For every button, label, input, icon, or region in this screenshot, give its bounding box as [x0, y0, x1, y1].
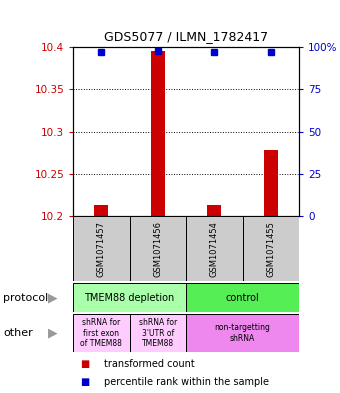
Text: percentile rank within the sample: percentile rank within the sample — [104, 377, 269, 387]
Bar — [186, 314, 299, 352]
Text: non-targetting
shRNA: non-targetting shRNA — [215, 323, 271, 343]
Bar — [264, 150, 278, 216]
Text: GSM1071455: GSM1071455 — [267, 220, 275, 277]
Bar — [73, 314, 130, 352]
Bar — [151, 51, 165, 216]
Bar — [94, 205, 108, 216]
Text: other: other — [3, 328, 33, 338]
Bar — [207, 205, 221, 216]
Text: ■: ■ — [80, 377, 89, 387]
Text: ■: ■ — [80, 359, 89, 369]
Text: ▶: ▶ — [48, 327, 57, 340]
Bar — [73, 283, 186, 312]
Bar — [130, 314, 186, 352]
Text: GSM1071456: GSM1071456 — [153, 220, 163, 277]
Text: ▶: ▶ — [48, 291, 57, 304]
Bar — [243, 216, 299, 281]
Bar — [73, 216, 130, 281]
Title: GDS5077 / ILMN_1782417: GDS5077 / ILMN_1782417 — [104, 30, 268, 43]
Text: GSM1071457: GSM1071457 — [97, 220, 106, 277]
Text: protocol: protocol — [3, 293, 49, 303]
Text: TMEM88 depletion: TMEM88 depletion — [85, 293, 175, 303]
Text: control: control — [226, 293, 259, 303]
Text: shRNA for
3'UTR of
TMEM88: shRNA for 3'UTR of TMEM88 — [139, 318, 177, 348]
Bar — [130, 216, 186, 281]
Text: GSM1071454: GSM1071454 — [210, 220, 219, 277]
Text: shRNA for
first exon
of TMEM88: shRNA for first exon of TMEM88 — [81, 318, 122, 348]
Text: transformed count: transformed count — [104, 359, 194, 369]
Bar — [186, 283, 299, 312]
Bar — [186, 216, 243, 281]
